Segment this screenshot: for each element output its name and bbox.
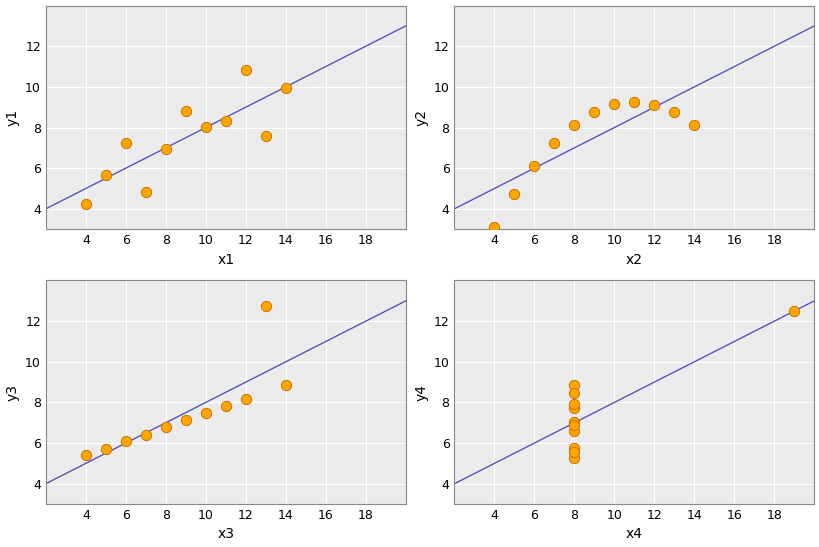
Point bbox=[219, 117, 232, 125]
Y-axis label: y1: y1 bbox=[6, 109, 20, 126]
Point bbox=[139, 188, 152, 196]
Point bbox=[568, 400, 581, 409]
X-axis label: x1: x1 bbox=[217, 253, 234, 266]
Point bbox=[259, 132, 272, 141]
Point bbox=[139, 430, 152, 439]
Point bbox=[279, 83, 292, 92]
X-axis label: x3: x3 bbox=[217, 527, 234, 542]
Point bbox=[568, 381, 581, 389]
X-axis label: x4: x4 bbox=[625, 527, 642, 542]
Point bbox=[627, 97, 640, 106]
Point bbox=[568, 120, 581, 129]
Y-axis label: y3: y3 bbox=[6, 384, 20, 401]
X-axis label: x2: x2 bbox=[625, 253, 642, 266]
Point bbox=[568, 417, 581, 426]
Point bbox=[507, 189, 520, 198]
Point bbox=[179, 107, 192, 115]
Y-axis label: y2: y2 bbox=[414, 109, 428, 126]
Point bbox=[568, 388, 581, 397]
Point bbox=[568, 404, 581, 412]
Y-axis label: y4: y4 bbox=[414, 384, 428, 401]
Point bbox=[687, 121, 700, 130]
Point bbox=[647, 100, 660, 109]
Point bbox=[568, 454, 581, 463]
Point bbox=[607, 100, 620, 109]
Point bbox=[99, 444, 112, 453]
Point bbox=[527, 161, 541, 170]
Point bbox=[199, 123, 212, 131]
Point bbox=[259, 302, 272, 311]
Point bbox=[239, 66, 252, 74]
Point bbox=[487, 223, 500, 231]
Point bbox=[119, 138, 132, 147]
Point bbox=[79, 199, 93, 208]
Point bbox=[199, 409, 212, 418]
Point bbox=[787, 306, 800, 315]
Point bbox=[79, 451, 93, 460]
Point bbox=[239, 395, 252, 404]
Point bbox=[159, 423, 172, 432]
Point bbox=[667, 108, 680, 117]
Point bbox=[219, 402, 232, 411]
Point bbox=[279, 381, 292, 389]
Point bbox=[119, 437, 132, 446]
Point bbox=[568, 447, 581, 456]
Point bbox=[179, 416, 192, 425]
Point bbox=[99, 170, 112, 179]
Point bbox=[159, 144, 172, 153]
Point bbox=[568, 421, 581, 429]
Point bbox=[547, 138, 560, 147]
Point bbox=[568, 427, 581, 435]
Point bbox=[568, 444, 581, 452]
Point bbox=[587, 107, 600, 116]
